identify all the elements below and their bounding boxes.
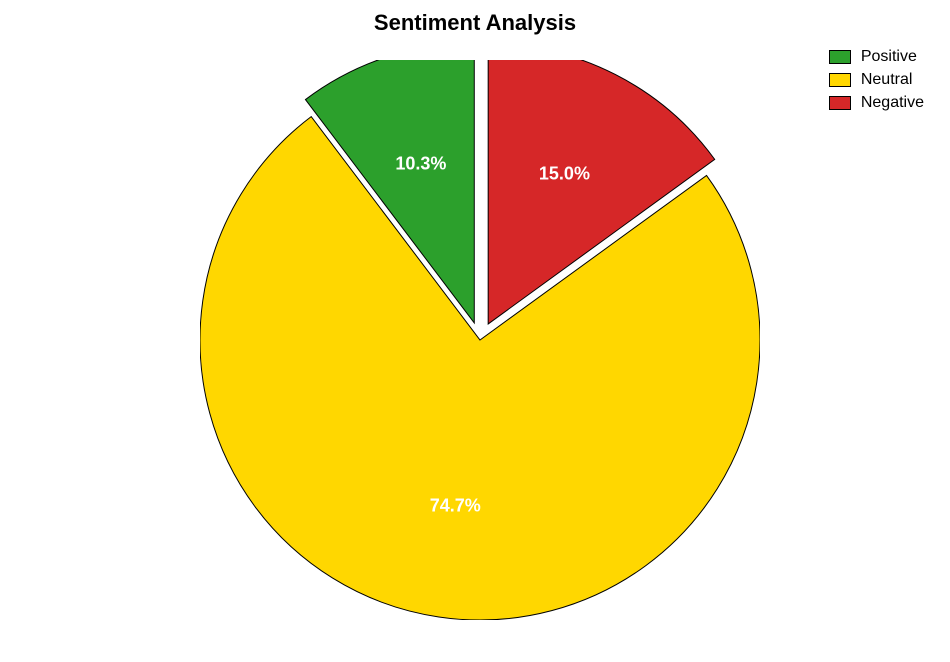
legend: Positive Neutral Negative bbox=[829, 48, 924, 112]
pie-slice-label: 15.0% bbox=[539, 164, 590, 185]
legend-label: Negative bbox=[861, 94, 924, 112]
chart-title: Sentiment Analysis bbox=[374, 10, 576, 36]
legend-item-neutral: Neutral bbox=[829, 71, 924, 89]
legend-swatch bbox=[829, 73, 851, 87]
legend-item-positive: Positive bbox=[829, 48, 924, 66]
pie-slice-label: 10.3% bbox=[395, 153, 446, 174]
legend-label: Positive bbox=[861, 48, 917, 66]
pie-container: 15.0% 74.7% 10.3% bbox=[200, 60, 760, 620]
pie-slice-label: 74.7% bbox=[430, 496, 481, 517]
pie-chart bbox=[200, 60, 760, 620]
pie-slice-neutral bbox=[200, 117, 760, 620]
chart-container: Sentiment Analysis Positive Neutral Nega… bbox=[0, 0, 950, 662]
legend-swatch bbox=[829, 96, 851, 110]
legend-swatch bbox=[829, 50, 851, 64]
legend-label: Neutral bbox=[861, 71, 913, 89]
legend-item-negative: Negative bbox=[829, 94, 924, 112]
